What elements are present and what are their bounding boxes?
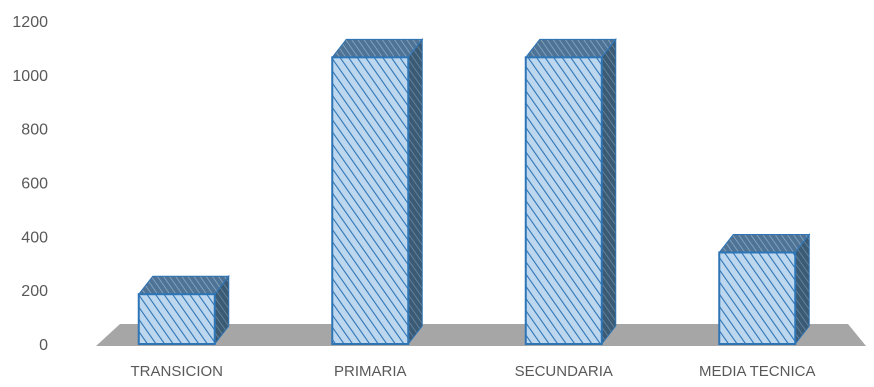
y-tick-label: 1200 bbox=[12, 14, 48, 31]
y-tick-label: 600 bbox=[21, 176, 48, 193]
bar-top-face bbox=[137, 275, 230, 295]
bar-side-face bbox=[794, 233, 810, 346]
y-tick-label: 400 bbox=[21, 229, 48, 246]
bar-top-face bbox=[524, 38, 617, 58]
y-tick-label: 0 bbox=[39, 337, 48, 354]
bar-front-face bbox=[524, 56, 603, 346]
bar-top-face bbox=[718, 233, 811, 253]
x-tick-label: PRIMARIA bbox=[334, 363, 407, 380]
y-tick-label: 800 bbox=[21, 122, 48, 139]
bar-transicion bbox=[137, 274, 230, 346]
bar-front-face bbox=[137, 293, 216, 345]
bar-side-face bbox=[407, 37, 423, 346]
bar-primaria bbox=[331, 37, 424, 346]
x-tick-label: SECUNDARIA bbox=[515, 363, 613, 380]
y-tick-label: 200 bbox=[21, 283, 48, 300]
bar-top-face bbox=[331, 38, 424, 58]
y-tick-label: 1000 bbox=[12, 68, 48, 85]
bar-front-face bbox=[331, 56, 410, 346]
x-tick-label: MEDIA TECNICA bbox=[699, 363, 815, 380]
bar-side-face bbox=[601, 37, 617, 346]
bar-secundaria bbox=[524, 37, 617, 346]
bar-front-face bbox=[718, 251, 797, 346]
chart-floor bbox=[96, 324, 866, 346]
bar-media-tecnica bbox=[718, 233, 811, 346]
x-tick-label: TRANSICION bbox=[130, 363, 223, 380]
